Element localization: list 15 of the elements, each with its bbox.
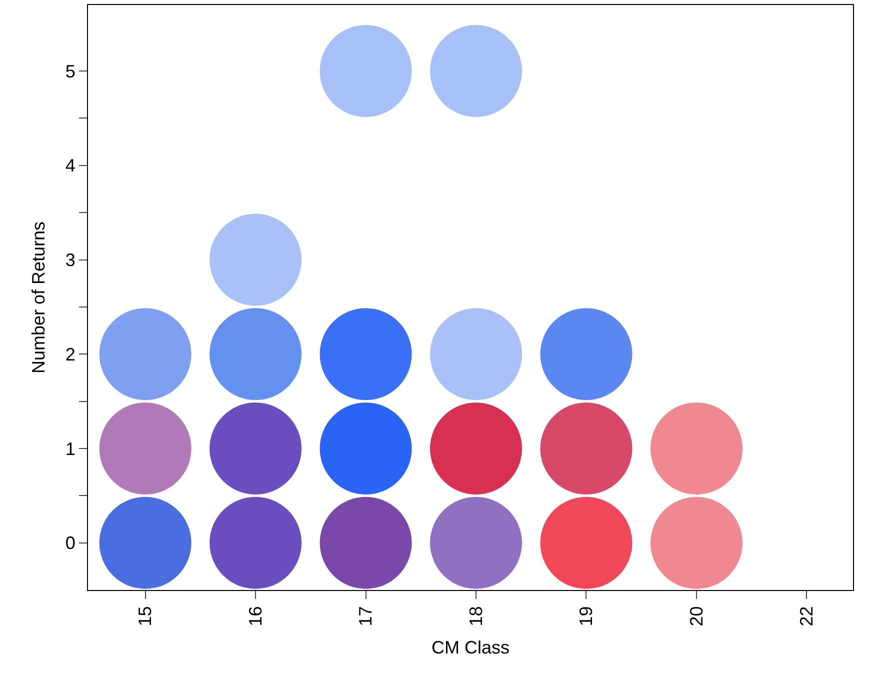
x-axis-title: CM Class	[431, 637, 510, 658]
y-tick-label: 1	[65, 438, 76, 459]
x-tick-label: 15	[135, 606, 156, 626]
x-tick-label: 16	[245, 606, 266, 626]
y-axis-title: Number of Returns	[28, 221, 49, 374]
x-tick-label: 17	[356, 606, 376, 626]
x-tick-label: 18	[466, 606, 486, 626]
y-tick-label: 4	[65, 156, 76, 176]
x-tick-label: 22	[796, 606, 817, 626]
y-tick-label: 2	[65, 344, 76, 364]
y-tick-label: 3	[65, 250, 76, 270]
y-tick-label: 5	[65, 61, 76, 82]
x-tick-label: 19	[576, 606, 596, 626]
x-tick-label: 20	[686, 606, 706, 626]
y-tick-label: 0	[65, 533, 76, 554]
